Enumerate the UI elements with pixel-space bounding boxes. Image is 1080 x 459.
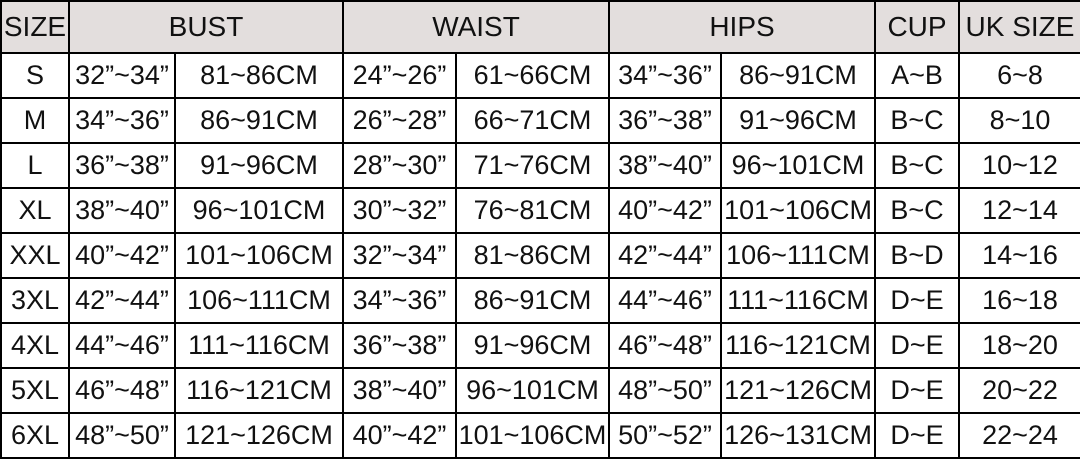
value-cell: A~B bbox=[874, 52, 961, 99]
value-cell: 38”~40” bbox=[68, 187, 176, 234]
value-cell: 111~116CM bbox=[719, 277, 877, 324]
value-cell: 40”~42” bbox=[608, 187, 722, 234]
value-cell: 46”~48” bbox=[68, 367, 176, 414]
column-header-waist: WAIST bbox=[342, 0, 610, 54]
value-cell: 8~10 bbox=[958, 97, 1080, 144]
value-cell: 34”~36” bbox=[68, 97, 176, 144]
value-cell: 101~106CM bbox=[455, 412, 610, 459]
value-cell: 71~76CM bbox=[455, 142, 610, 189]
value-cell: 12~14 bbox=[958, 187, 1080, 234]
column-header-uk-size: UK SIZE bbox=[958, 0, 1080, 54]
value-cell: 40”~42” bbox=[342, 412, 457, 459]
value-cell: 96~101CM bbox=[174, 187, 344, 234]
value-cell: 81~86CM bbox=[174, 52, 344, 99]
value-cell: 42”~44” bbox=[608, 232, 722, 279]
value-cell: 26”~28” bbox=[342, 97, 457, 144]
value-cell: D~E bbox=[874, 322, 961, 369]
value-cell: 10~12 bbox=[958, 142, 1080, 189]
value-cell: 81~86CM bbox=[455, 232, 610, 279]
size-cell: 3XL bbox=[0, 277, 70, 324]
value-cell: 116~121CM bbox=[174, 367, 344, 414]
value-cell: 86~91CM bbox=[174, 97, 344, 144]
column-header-hips: HIPS bbox=[607, 0, 877, 54]
value-cell: 24”~26” bbox=[342, 52, 457, 99]
table-row: 3XL 42”~44” 106~111CM 34”~36” 86~91CM 44”~46”… bbox=[0, 277, 1080, 324]
value-cell: 96~101CM bbox=[455, 367, 610, 414]
value-cell: 96~101CM bbox=[719, 142, 877, 189]
value-cell: 48”~50” bbox=[68, 412, 176, 459]
value-cell: 66~71CM bbox=[455, 97, 610, 144]
value-cell: 28”~30” bbox=[342, 142, 457, 189]
value-cell: 38”~40” bbox=[608, 142, 722, 189]
table-row: 5XL 46”~48” 116~121CM 38”~40” 96~101CM 48”~50… bbox=[0, 367, 1080, 414]
value-cell: 91~96CM bbox=[174, 142, 344, 189]
value-cell: 22~24 bbox=[958, 412, 1080, 459]
size-cell: XXL bbox=[0, 232, 70, 279]
value-cell: 116~121CM bbox=[719, 322, 877, 369]
value-cell: 44”~46” bbox=[68, 322, 176, 369]
value-cell: 101~106CM bbox=[719, 187, 877, 234]
value-cell: 44”~46” bbox=[608, 277, 722, 324]
column-header-cup: CUP bbox=[874, 0, 961, 54]
value-cell: 86~91CM bbox=[455, 277, 610, 324]
value-cell: 121~126CM bbox=[174, 412, 344, 459]
size-cell: XL bbox=[0, 187, 70, 234]
value-cell: 32”~34” bbox=[342, 232, 457, 279]
value-cell: 32”~34” bbox=[68, 52, 176, 99]
table-row: XXL 40”~42” 101~106CM 32”~34” 81~86CM 42”~44”… bbox=[0, 232, 1080, 279]
value-cell: 121~126CM bbox=[719, 367, 877, 414]
size-cell: M bbox=[0, 97, 70, 144]
value-cell: 126~131CM bbox=[719, 412, 877, 459]
table-row: 4XL 44”~46” 111~116CM 36”~38” 91~96CM 46”~48”… bbox=[0, 322, 1080, 369]
value-cell: 86~91CM bbox=[719, 52, 877, 99]
value-cell: 20~22 bbox=[958, 367, 1080, 414]
value-cell: 36”~38” bbox=[342, 322, 457, 369]
table-row: 6XL 48”~50” 121~126CM 40”~42” 101~106CM 50”~5… bbox=[0, 412, 1080, 459]
value-cell: 30”~32” bbox=[342, 187, 457, 234]
size-cell: 6XL bbox=[0, 412, 70, 459]
value-cell: 6~8 bbox=[958, 52, 1080, 99]
size-cell: 5XL bbox=[0, 367, 70, 414]
table-row: L 36”~38” 91~96CM 28”~30” 71~76CM 38”~40” 96~1… bbox=[0, 142, 1080, 189]
table-row: S 32”~34” 81~86CM 24”~26” 61~66CM 34”~36” 86~9… bbox=[0, 52, 1080, 99]
value-cell: B~C bbox=[874, 142, 961, 189]
table-row: M 34”~36” 86~91CM 26”~28” 66~71CM 36”~38” 91~9… bbox=[0, 97, 1080, 144]
value-cell: B~C bbox=[874, 187, 961, 234]
column-header-size: SIZE bbox=[0, 0, 70, 54]
value-cell: 50”~52” bbox=[608, 412, 722, 459]
value-cell: 36”~38” bbox=[608, 97, 722, 144]
value-cell: 34”~36” bbox=[608, 52, 722, 99]
value-cell: 61~66CM bbox=[455, 52, 610, 99]
value-cell: 18~20 bbox=[958, 322, 1080, 369]
value-cell: 34”~36” bbox=[342, 277, 457, 324]
size-cell: L bbox=[0, 142, 70, 189]
value-cell: 111~116CM bbox=[174, 322, 344, 369]
size-cell: 4XL bbox=[0, 322, 70, 369]
value-cell: 91~96CM bbox=[719, 97, 877, 144]
value-cell: 38”~40” bbox=[342, 367, 457, 414]
value-cell: 42”~44” bbox=[68, 277, 176, 324]
value-cell: 76~81CM bbox=[455, 187, 610, 234]
value-cell: 16~18 bbox=[958, 277, 1080, 324]
value-cell: 106~111CM bbox=[174, 277, 344, 324]
value-cell: 36”~38” bbox=[68, 142, 176, 189]
size-cell: S bbox=[0, 52, 70, 99]
value-cell: 14~16 bbox=[958, 232, 1080, 279]
value-cell: 106~111CM bbox=[719, 232, 877, 279]
value-cell: B~D bbox=[874, 232, 961, 279]
value-cell: 46”~48” bbox=[608, 322, 722, 369]
value-cell: D~E bbox=[874, 367, 961, 414]
table-row: XL 38”~40” 96~101CM 30”~32” 76~81CM 40”~42” 10… bbox=[0, 187, 1080, 234]
value-cell: B~C bbox=[874, 97, 961, 144]
value-cell: D~E bbox=[874, 412, 961, 459]
value-cell: 48”~50” bbox=[608, 367, 722, 414]
value-cell: D~E bbox=[874, 277, 961, 324]
header-row: SIZE BUST WAIST HIPS CUP UK SIZE bbox=[0, 0, 1080, 54]
value-cell: 91~96CM bbox=[455, 322, 610, 369]
value-cell: 101~106CM bbox=[174, 232, 344, 279]
value-cell: 40”~42” bbox=[68, 232, 176, 279]
column-header-bust: BUST bbox=[68, 0, 344, 54]
